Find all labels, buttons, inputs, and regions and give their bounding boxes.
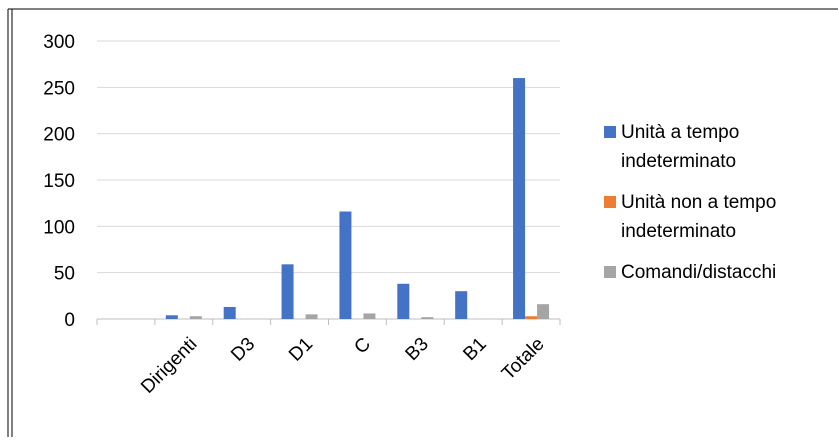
- bar-series-1-cat-3: [281, 264, 294, 319]
- legend-swatch-series-2: [604, 196, 616, 208]
- legend-label-series-1: Unità a tempo indeterminato: [621, 122, 740, 172]
- y-tick-label-200: 200: [43, 125, 75, 146]
- bar-series-3-cat-3: [305, 314, 318, 319]
- x-tick-label-dirigenti: Dirigenti: [137, 334, 201, 398]
- bar-series-1-cat-6: [455, 291, 468, 319]
- legend-swatch-series-1: [604, 126, 616, 138]
- bar-series-1-cat-4: [339, 211, 352, 319]
- y-tick-label-300: 300: [43, 32, 75, 53]
- x-tick-label-b3: B3: [402, 334, 433, 365]
- x-tick-label-b1: B1: [459, 334, 490, 365]
- y-tick-label-150: 150: [43, 171, 75, 192]
- legend-item-series-1: Unità a tempo indeterminato: [604, 118, 836, 176]
- bar-series-1-cat-7: [513, 78, 526, 319]
- legend-label-series-2: Unità non a tempo indeterminato: [621, 192, 777, 242]
- bar-series-3-cat-7: [537, 304, 550, 319]
- x-tick-label-c: C: [350, 334, 375, 359]
- y-tick-label-50: 50: [54, 264, 75, 285]
- bar-series-3-cat-4: [363, 313, 376, 319]
- bar-series-3-cat-1: [189, 316, 202, 319]
- legend-swatch-series-3: [604, 266, 616, 278]
- y-tick-label-0: 0: [64, 310, 75, 331]
- legend-item-series-2: Unità non a tempo indeterminato: [604, 188, 836, 246]
- bar-series-1-cat-2: [223, 306, 236, 319]
- chart-legend: Unità a tempo indeterminato Unità non a …: [604, 118, 836, 299]
- x-tick-label-totale: Totale: [498, 334, 549, 385]
- bar-series-1-cat-1: [165, 315, 178, 319]
- legend-label-series-3: Comandi/distacchi: [621, 262, 777, 283]
- x-tick-label-d1: D1: [285, 334, 317, 366]
- y-tick-label-100: 100: [43, 217, 75, 238]
- bar-series-1-cat-5: [397, 283, 410, 319]
- legend-item-series-3: Comandi/distacchi: [604, 258, 836, 287]
- bar-series-3-cat-5: [421, 317, 434, 319]
- bar-series-2-cat-7: [525, 316, 538, 319]
- y-tick-label-250: 250: [43, 78, 75, 99]
- x-tick-label-d3: D3: [227, 334, 259, 366]
